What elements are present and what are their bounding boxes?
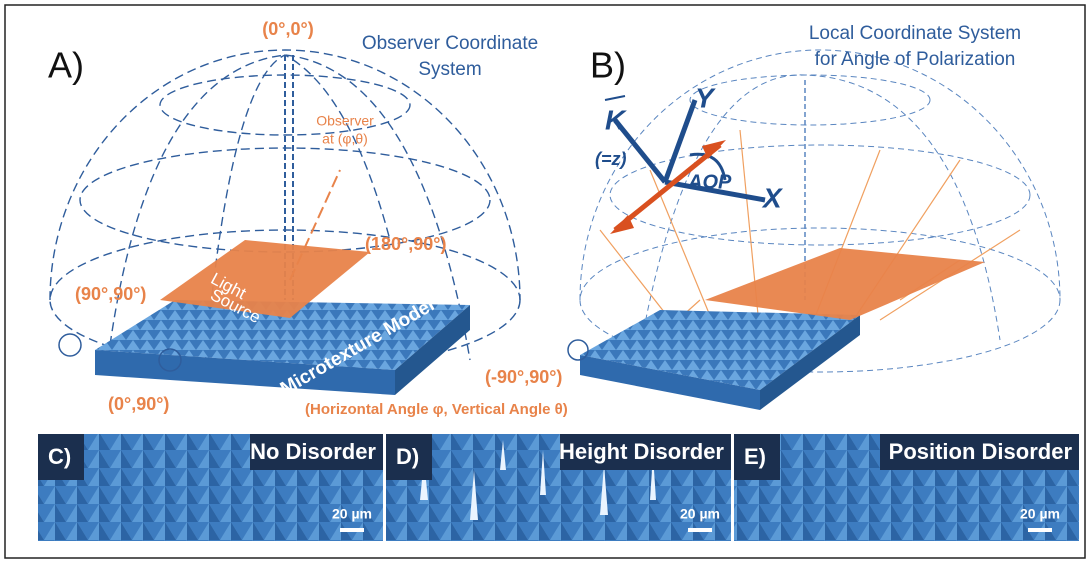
panel-label: B) [590, 45, 626, 86]
panel-label: A) [48, 45, 84, 86]
micrograph-d: D) Height Disorder 20 µm [386, 434, 731, 541]
axis-k-note: (=z) [595, 149, 627, 169]
micrograph-c: C) No Disorder 20 µm [38, 434, 383, 541]
scale-label: 20 µm [332, 506, 372, 522]
observer-label: Observer [316, 113, 374, 129]
figure: A) (0°,0°) Observer Coordinate System Ob… [0, 0, 1091, 565]
micrograph-e: E) Position Disorder 20 µm [734, 434, 1079, 541]
observer-label: at (φ,θ) [322, 131, 368, 147]
panel-label: E) [744, 444, 766, 469]
coord-label: (-90°,90°) [485, 367, 562, 387]
panel-label: C) [48, 444, 71, 469]
panel-title: Observer Coordinate [362, 33, 538, 54]
coord-label: (90°,90°) [75, 284, 146, 304]
scale-label: 20 µm [680, 506, 720, 522]
panel-title: Local Coordinate System [809, 23, 1021, 44]
aop-label: AOP [687, 171, 732, 193]
axis-x: X [761, 182, 784, 213]
panel-title: for Angle of Polarization [815, 49, 1016, 70]
zenith-label: (0°,0°) [262, 19, 313, 39]
panel-title: System [418, 59, 481, 80]
panel-label: D) [396, 444, 419, 469]
scale-label: 20 µm [1020, 506, 1060, 522]
panel-title: No Disorder [250, 439, 376, 464]
panel-title: Height Disorder [559, 439, 724, 464]
axis-k: K [605, 104, 627, 135]
coord-label: (0°,90°) [108, 394, 169, 414]
legend-text: (Horizontal Angle φ, Vertical Angle θ) [305, 401, 568, 418]
coord-label: (180°,90°) [365, 234, 446, 254]
panel-title: Position Disorder [889, 439, 1073, 464]
axis-y: Y [695, 82, 716, 113]
